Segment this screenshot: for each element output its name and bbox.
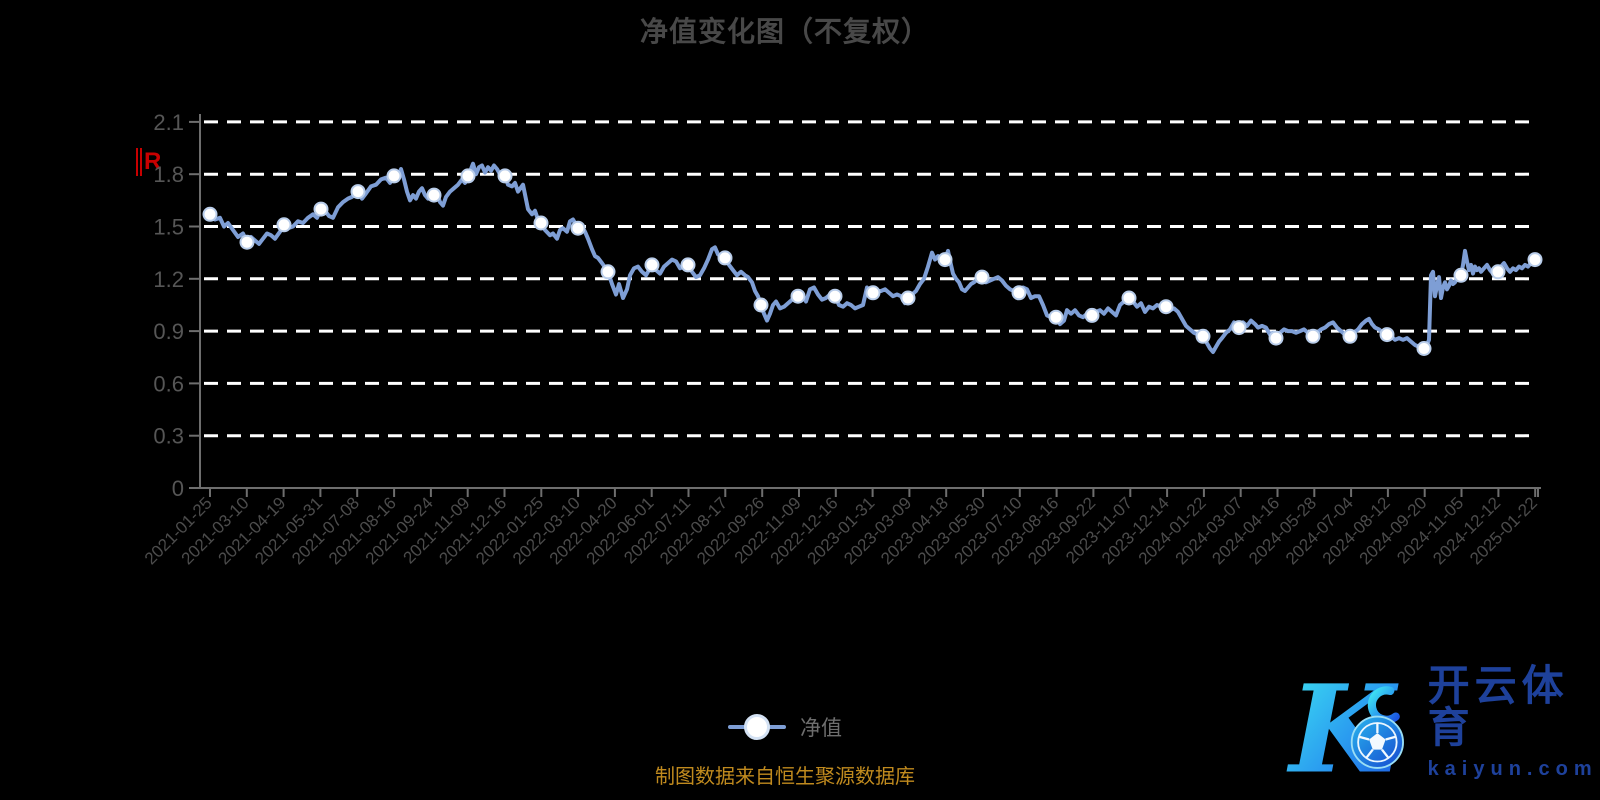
y-axis-label: 0.3 [153,424,184,449]
y-axis-label: 1.2 [153,267,184,292]
data-point-marker [386,168,402,184]
data-point-marker [276,217,292,233]
data-point-marker [600,264,616,280]
data-point-marker [937,252,953,268]
data-point-marker [1195,328,1211,344]
red-axis-marker: R [136,148,161,176]
data-point-marker [790,288,806,304]
kaiyun-logo[interactable]: K 开云体育 kaiyun.com [1282,648,1600,798]
legend-item-netvalue[interactable]: 净值 [0,712,1570,742]
data-point-marker [426,187,442,203]
y-axis-label: 0.9 [153,319,184,344]
data-point-marker [1231,320,1247,336]
data-point-marker [974,269,990,285]
legend-label: 净值 [800,717,842,740]
logo-domain-text: kaiyun.com [1427,758,1598,780]
data-point-marker [533,215,549,231]
data-point-marker [1379,327,1395,343]
data-point-marker [1342,328,1358,344]
data-point-marker [1011,285,1027,301]
data-point-marker [1305,328,1321,344]
data-point-marker [753,297,769,313]
y-axis-label: 0.6 [153,371,184,396]
y-axis-label: 1.5 [153,215,184,240]
data-point-marker [1268,330,1284,346]
data-point-marker [865,285,881,301]
legend-dot-icon [744,714,770,740]
y-axis-label: 2.1 [153,110,184,135]
data-point-marker [1416,341,1432,356]
netvalue-series-line [208,161,1537,354]
data-point-marker [1084,307,1100,323]
data-point-marker [570,220,586,236]
data-point-marker [239,234,255,250]
data-point-marker [1048,309,1064,325]
data-point-marker [350,184,366,200]
data-point-marker [460,168,476,184]
data-source-note: 制图数据来自恒生聚源数据库 [655,766,915,788]
data-point-marker [1527,252,1543,268]
data-point-marker [313,201,329,217]
kaiyun-k-icon: K [1286,658,1404,798]
y-axis-label: 0 [172,476,184,501]
data-point-marker [900,290,916,306]
data-point-marker [1453,267,1469,283]
data-point-marker [680,257,696,273]
data-point-marker [717,250,733,266]
chart-title: 净值变化图（不复权） [639,16,930,47]
data-point-marker [1121,290,1137,306]
logo-brand-text: 开云体育 [1427,662,1569,751]
legend-line-marker [728,714,786,740]
data-point-marker [1158,299,1174,315]
data-point-marker [202,206,218,222]
y-axis-label: 1.8 [153,162,184,187]
data-point-marker [644,257,660,273]
data-point-marker [827,288,843,304]
data-point-marker [497,168,513,184]
data-point-marker [1490,264,1506,280]
